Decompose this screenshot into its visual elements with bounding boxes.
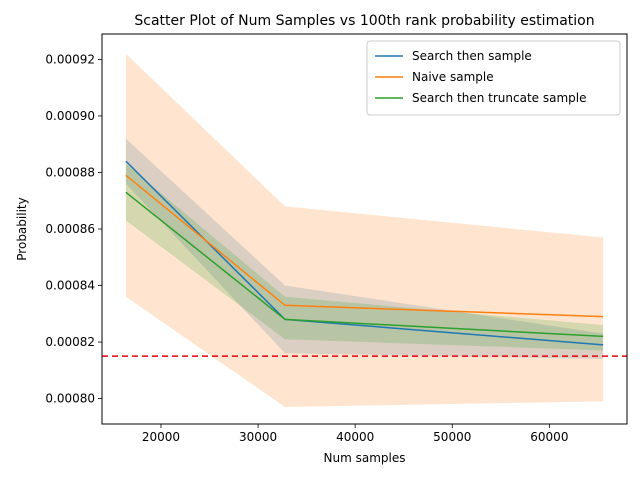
legend-box [366,40,621,116]
x-axis: 20000 30000 40000 50000 60000 [142,424,568,444]
y-tick-label: 0.00090 [45,109,95,123]
series-line-3 [125,191,604,338]
y-tick-label: 0.00088 [45,165,95,179]
legend-label-1: Search then sample [412,49,532,63]
y-tick-label: 0.00086 [45,222,95,236]
x-tick-label: 20000 [142,430,180,444]
x-tick-label: 60000 [530,430,568,444]
y-tick-label: 0.00084 [45,279,95,293]
series-line-2 [125,174,604,318]
lines-layer [125,160,604,346]
series-band-2 [125,53,604,408]
y-tick-label: 0.00082 [45,335,95,349]
legend-label-3: Search then truncate sample [412,91,587,105]
x-axis-label: Num samples [324,451,406,465]
legend: Search then sample Naive sample Search the… [366,40,621,116]
legend-label-2: Naive sample [412,70,494,84]
y-tick-label: 0.00092 [45,52,95,66]
y-tick-label: 0.00080 [45,392,95,406]
x-tick-label: 50000 [433,430,471,444]
series-band-1 [125,138,604,359]
bands-layer [125,53,604,408]
y-axis-label: Probability [15,197,29,260]
x-tick-label: 40000 [336,430,374,444]
series-band-3 [125,164,604,351]
x-tick-label: 30000 [239,430,277,444]
chart-title: Scatter Plot of Num Samples vs 100th ran… [134,13,594,29]
y-axis: 0.00080 0.00082 0.00084 0.00086 0.00088 0.000… [45,52,102,406]
